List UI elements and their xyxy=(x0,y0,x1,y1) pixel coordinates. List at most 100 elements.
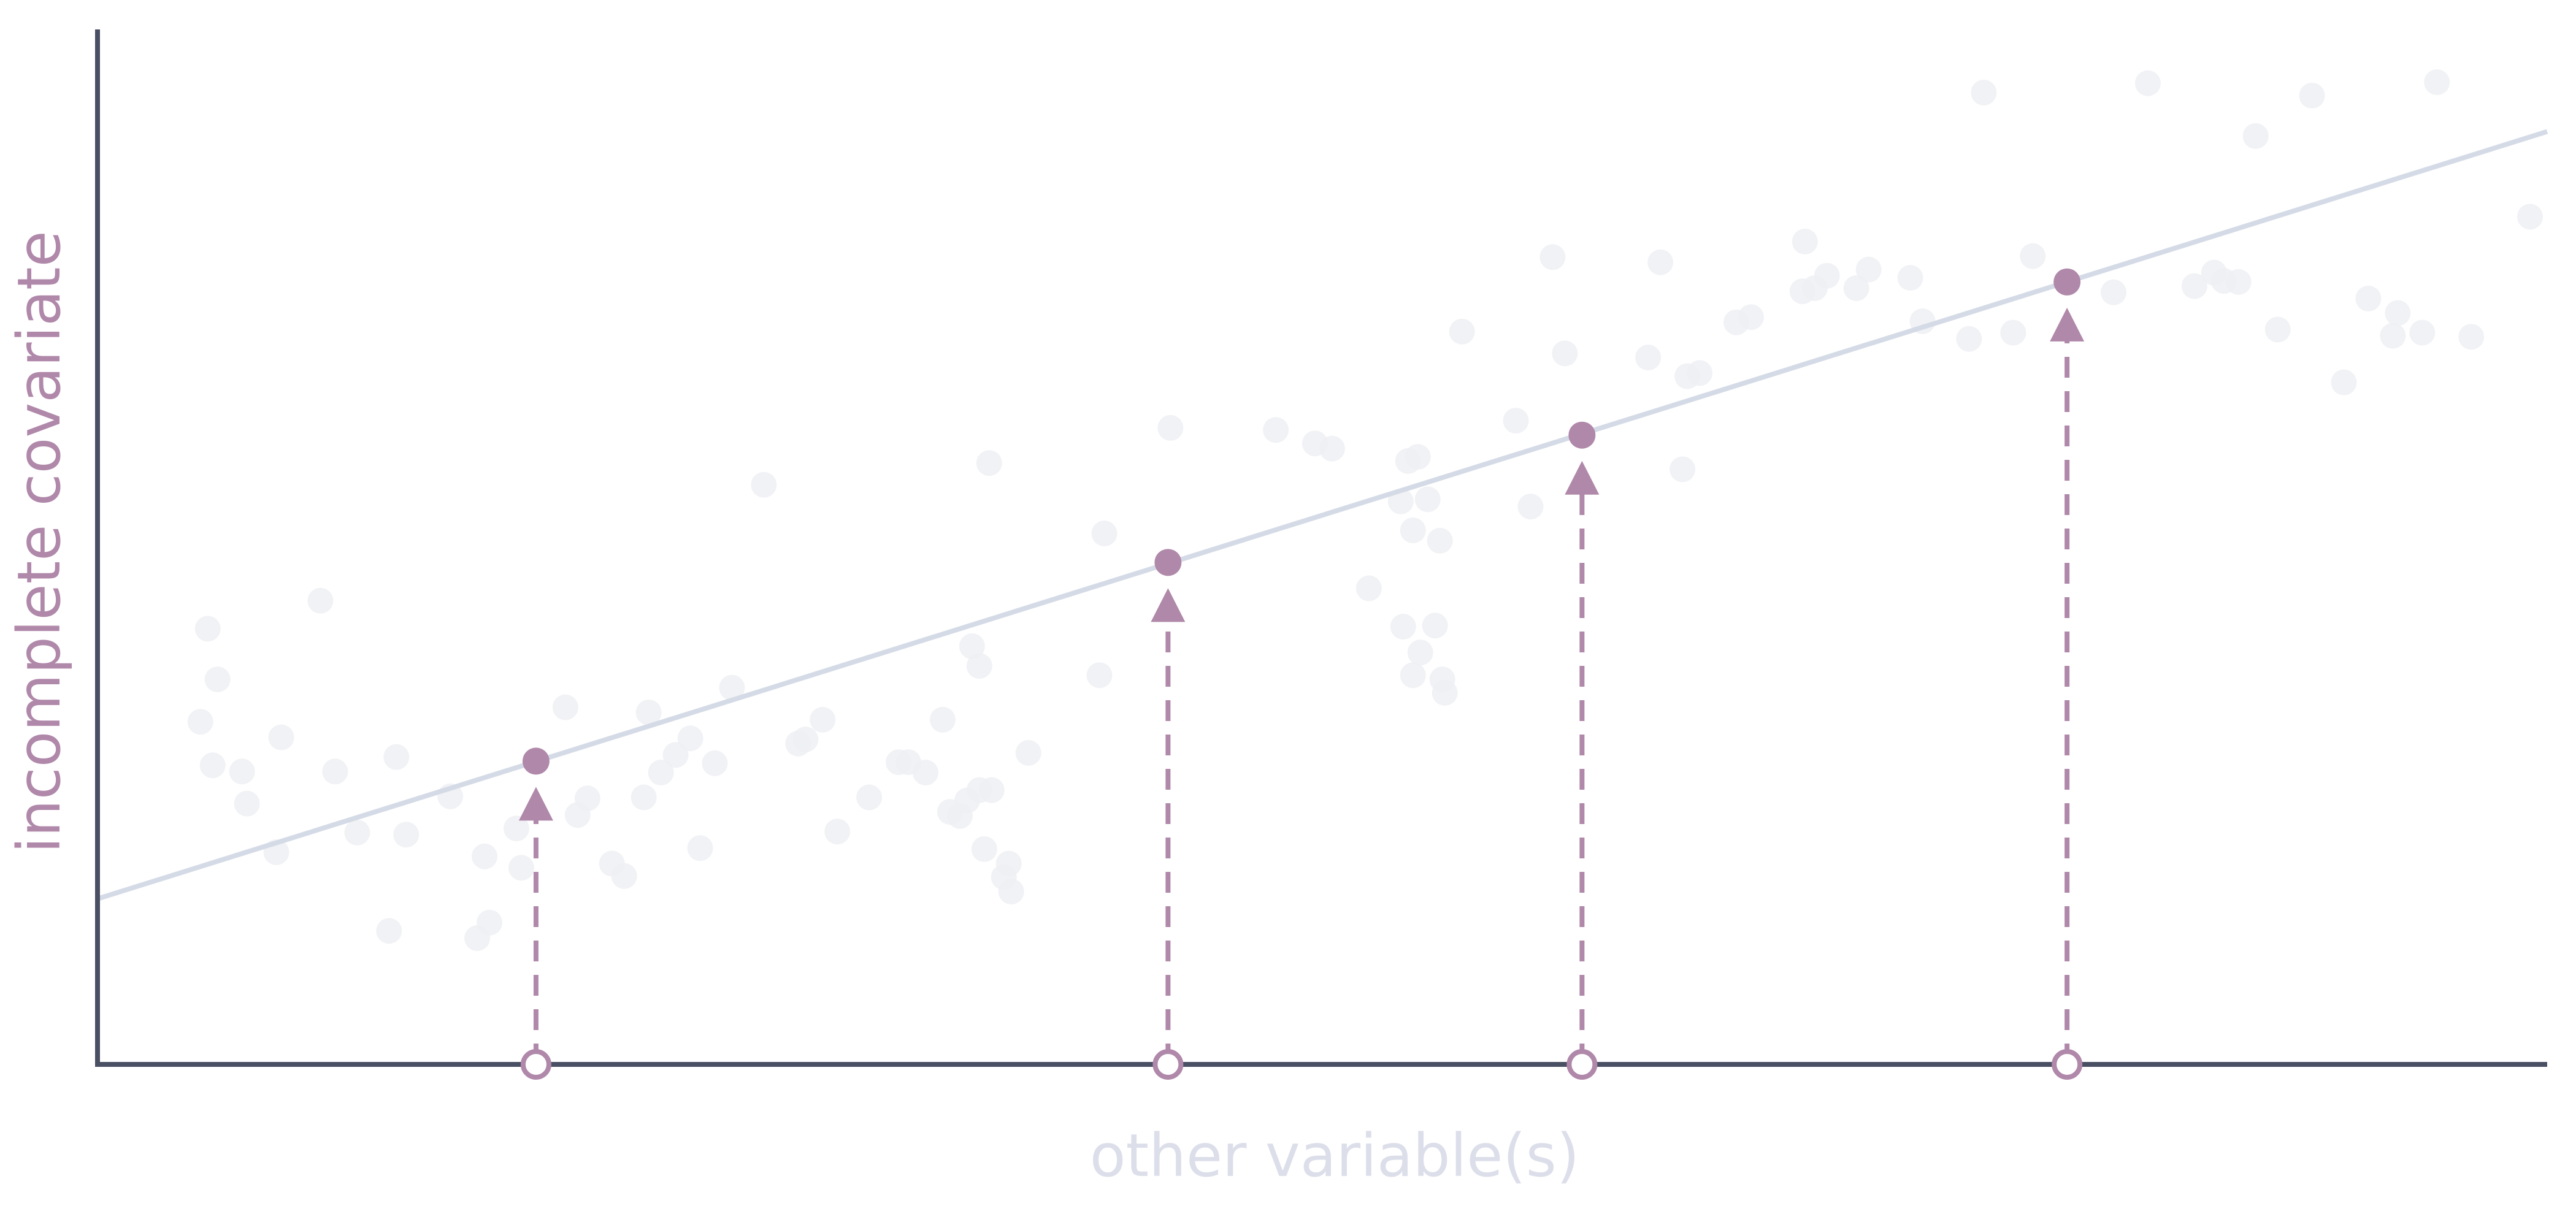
observed-point xyxy=(702,750,728,776)
observed-point xyxy=(552,694,578,720)
observed-point xyxy=(2181,273,2207,299)
imputation-arrow-head xyxy=(2050,307,2085,342)
observed-point xyxy=(564,802,591,828)
observed-point xyxy=(856,784,883,811)
observed-point xyxy=(1669,456,1696,483)
observed-point xyxy=(503,815,529,842)
observed-point xyxy=(719,674,745,701)
missing-value-marker xyxy=(2052,1049,2083,1080)
observed-point xyxy=(2331,369,2357,395)
observed-point xyxy=(194,616,221,642)
observed-point xyxy=(2134,70,2161,96)
observed-points xyxy=(187,69,2543,952)
observed-point xyxy=(1091,521,1117,547)
observed-point xyxy=(687,835,713,861)
observed-point xyxy=(1427,527,1453,554)
x-axis-label: other variable(s) xyxy=(1090,1121,1579,1190)
observed-point xyxy=(268,724,294,750)
observed-point xyxy=(1400,517,1426,543)
observed-point xyxy=(635,700,662,726)
observed-point xyxy=(1635,345,1662,371)
observed-point xyxy=(1015,739,1041,766)
observed-point xyxy=(1647,249,1674,275)
observed-point xyxy=(2000,319,2026,346)
observed-point xyxy=(383,744,410,770)
observed-point xyxy=(2409,319,2436,346)
imputed-point xyxy=(1154,549,1182,576)
observed-point xyxy=(234,790,260,817)
observed-point xyxy=(631,784,657,811)
observed-point xyxy=(1897,265,1923,291)
observed-point xyxy=(1843,275,1869,301)
observed-point xyxy=(1400,662,1426,689)
observed-point xyxy=(810,706,836,733)
observed-point xyxy=(204,666,231,693)
observed-point xyxy=(1792,229,1818,255)
observed-point xyxy=(2424,69,2450,96)
observed-point xyxy=(785,730,811,757)
observed-point xyxy=(472,843,498,869)
observed-point xyxy=(1801,275,1828,301)
observed-point xyxy=(2264,316,2291,343)
observed-point xyxy=(971,836,997,862)
observed-point xyxy=(1552,340,1578,367)
observed-point xyxy=(929,706,956,733)
imputation-arrow-head xyxy=(1565,460,1600,495)
observed-point xyxy=(229,758,255,785)
observed-point xyxy=(2458,324,2485,350)
imputed-point xyxy=(522,747,550,775)
observed-point xyxy=(1319,435,1345,462)
observed-point xyxy=(946,803,973,829)
imputed-point xyxy=(2053,268,2081,296)
missing-value-marker xyxy=(520,1049,551,1080)
observed-point xyxy=(2355,285,2382,311)
imputed-values xyxy=(518,307,2085,1064)
observed-point xyxy=(1449,318,1475,345)
observed-point xyxy=(2517,204,2543,230)
observed-point xyxy=(344,819,370,846)
observed-point xyxy=(1432,680,1458,706)
observed-point xyxy=(966,777,992,803)
observed-point xyxy=(2020,243,2046,269)
observed-point xyxy=(998,879,1024,905)
observed-point xyxy=(322,758,348,785)
observed-point xyxy=(976,450,1002,476)
observed-point xyxy=(1395,448,1421,474)
observed-point xyxy=(199,752,226,779)
observed-point xyxy=(959,633,985,660)
observed-point xyxy=(648,759,674,785)
observed-point xyxy=(187,709,213,735)
observed-point xyxy=(1687,360,1713,386)
observed-point xyxy=(393,822,420,848)
observed-point xyxy=(824,819,851,845)
observed-point xyxy=(376,918,402,944)
regression-line xyxy=(96,129,2548,901)
observed-point xyxy=(508,855,534,881)
observed-point xyxy=(1855,256,1882,283)
missing-value-marker xyxy=(1152,1049,1184,1080)
observed-point xyxy=(1414,486,1441,513)
observed-point xyxy=(1263,417,1289,443)
observed-point xyxy=(2225,269,2252,295)
observed-point xyxy=(1422,613,1448,639)
observed-point xyxy=(307,587,334,614)
observed-point xyxy=(2299,83,2325,109)
observed-point xyxy=(1956,326,1982,352)
observed-point xyxy=(1738,304,1764,330)
observed-point xyxy=(2101,279,2127,305)
observed-point xyxy=(751,471,777,498)
observed-point xyxy=(1503,408,1529,434)
observed-point xyxy=(662,742,689,768)
observed-point xyxy=(1086,662,1113,689)
observed-point xyxy=(2380,323,2406,349)
observed-point xyxy=(1157,414,1184,441)
observed-point xyxy=(1539,244,1566,270)
missing-value-marker xyxy=(1566,1049,1598,1080)
imputed-markers xyxy=(520,268,2083,1080)
imputed-point xyxy=(1568,421,1596,449)
observed-point xyxy=(2385,300,2411,326)
imputation-arrow-head xyxy=(518,787,553,821)
observed-point xyxy=(966,653,992,679)
observed-point xyxy=(611,863,637,889)
